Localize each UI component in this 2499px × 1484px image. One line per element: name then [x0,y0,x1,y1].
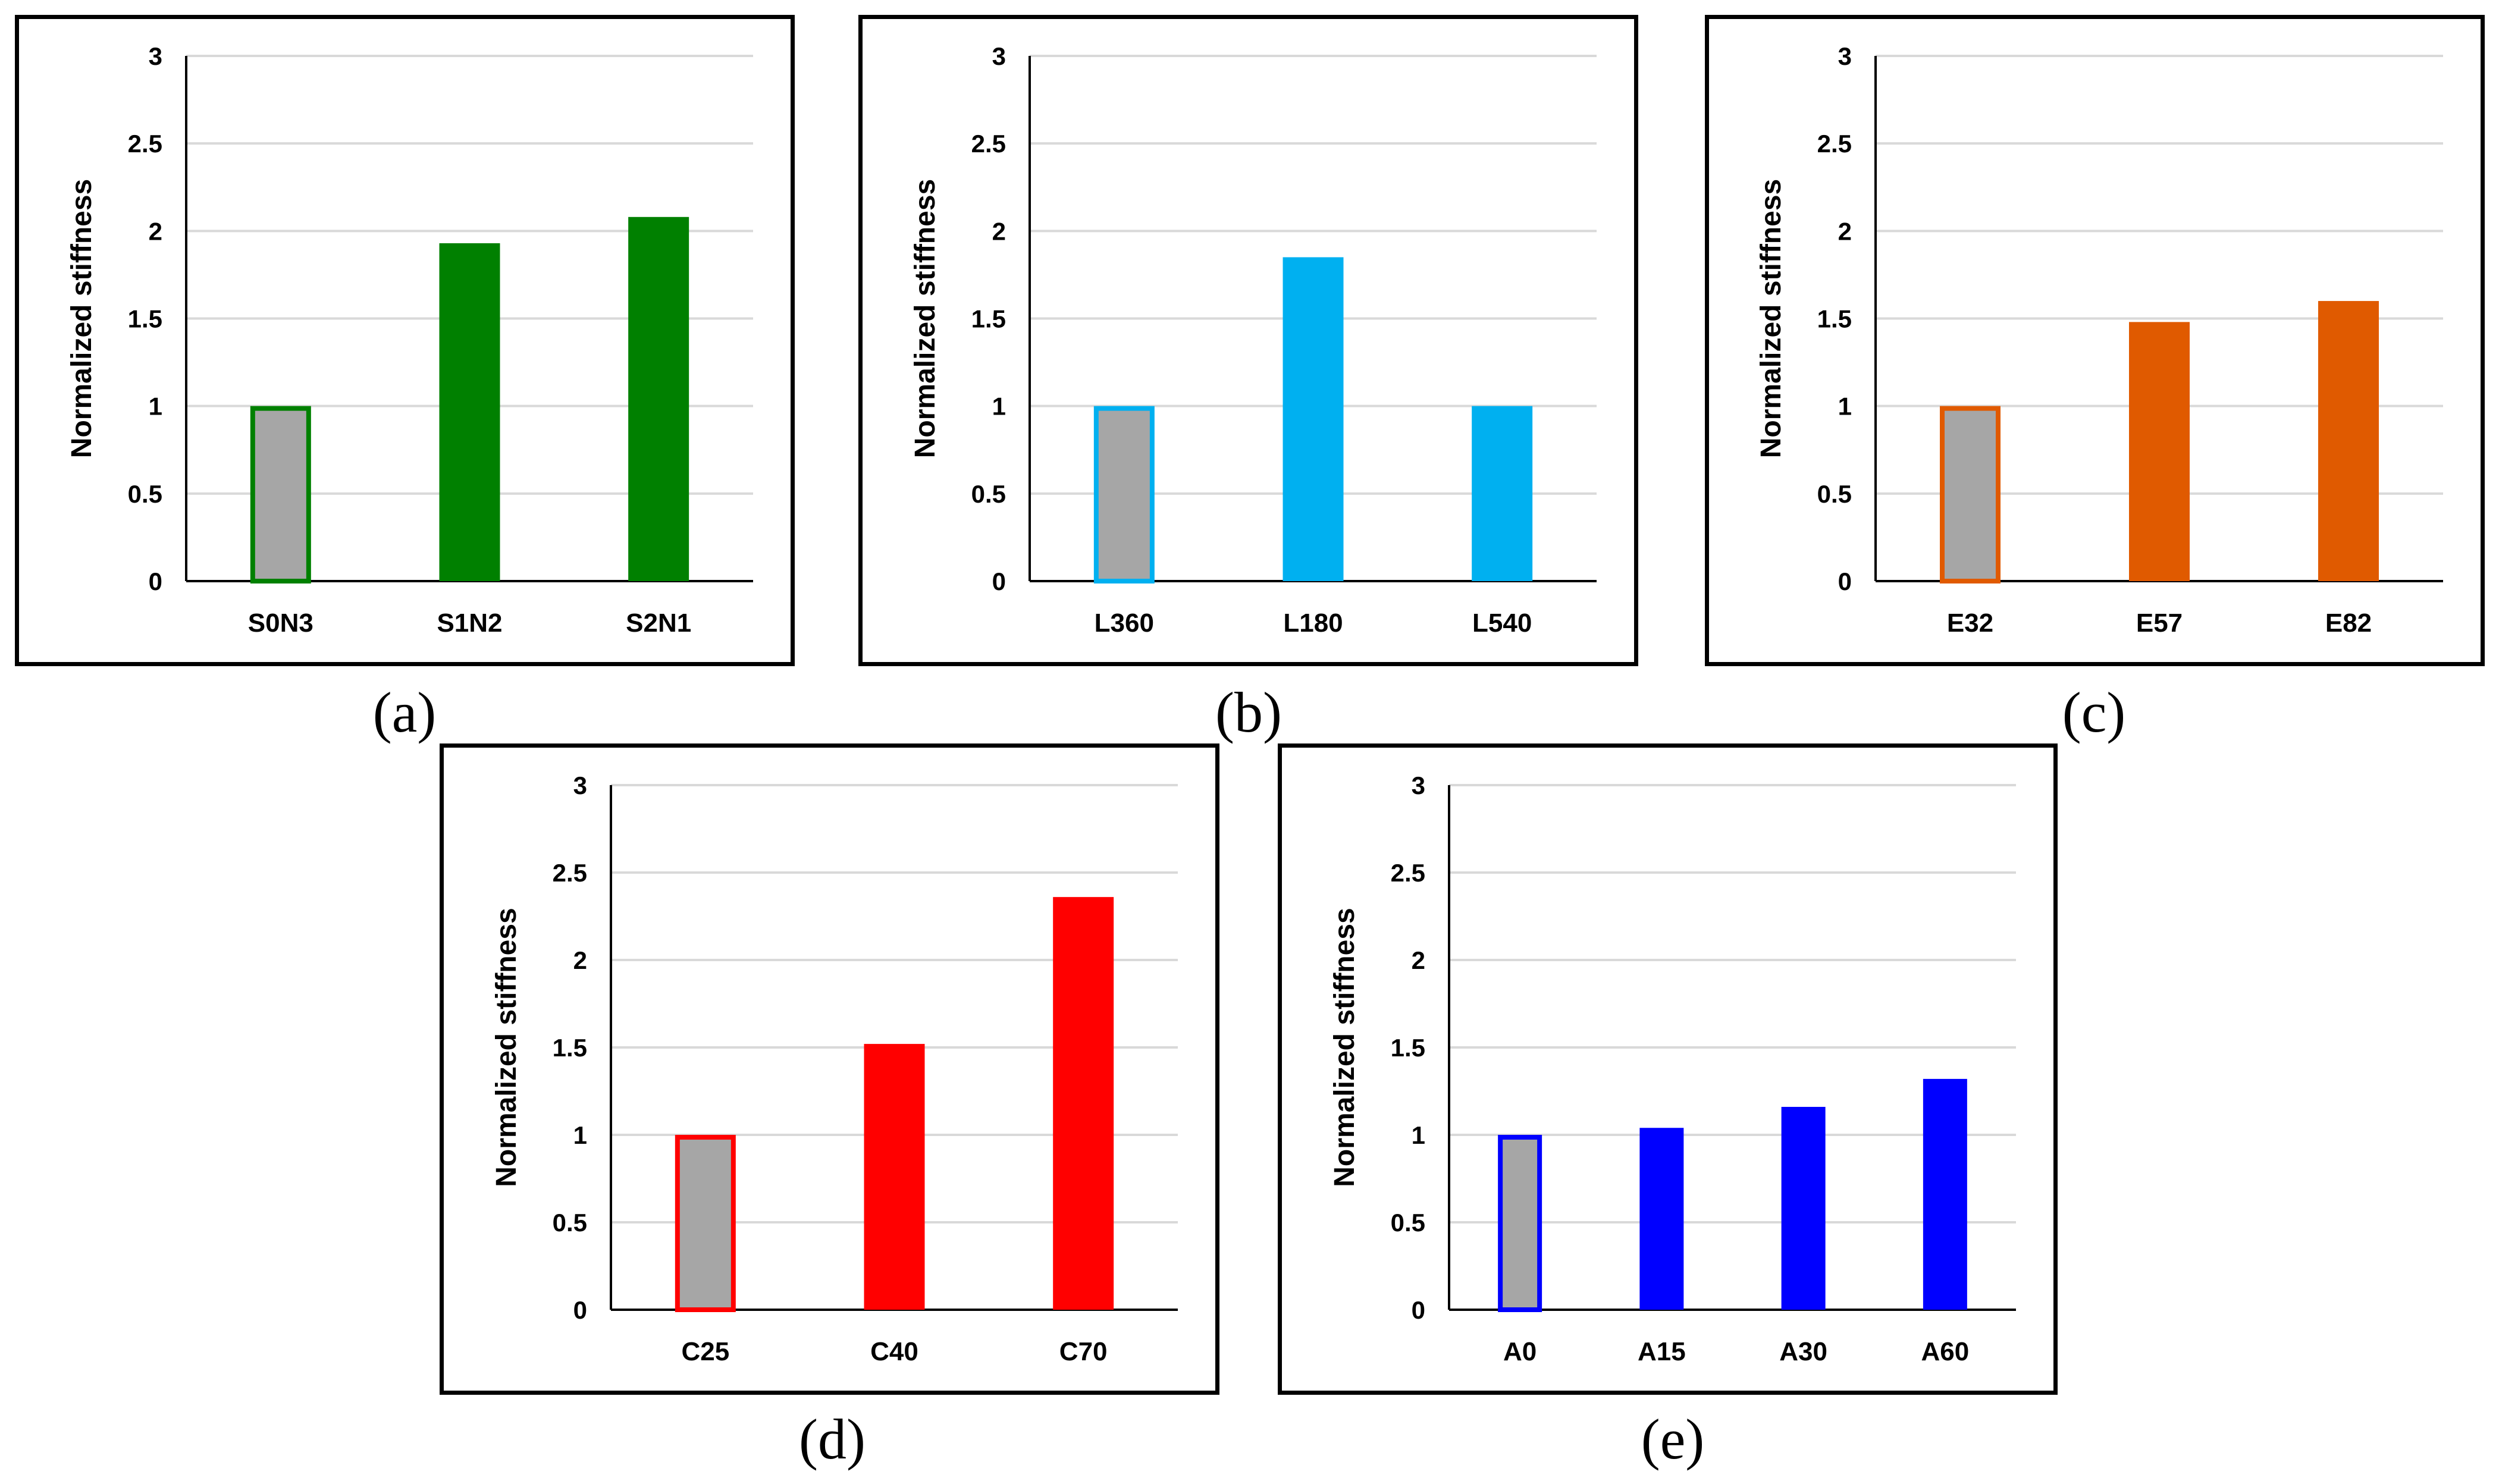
bar-a-1 [439,243,500,582]
bar-c-0 [1940,406,2001,584]
y-tick-label-b-3: 1.5 [971,305,1006,333]
bar-e-1 [1639,1128,1684,1310]
x-category-label-c-2: E82 [2325,608,2372,638]
bar-c-1 [2129,322,2190,581]
y-tick-label-c-6: 3 [1838,42,1852,70]
y-tick-label-d-5: 2.5 [553,859,587,887]
y-tick-label-d-6: 3 [573,771,587,799]
y-axis-title-d: Normalized stiffness [491,908,522,1187]
y-axis-title-a: Normalized stiffness [66,179,98,458]
y-tick-label-e-0: 0 [1412,1296,1425,1324]
bar-a-2 [628,217,689,582]
bar-b-0 [1093,406,1155,584]
bar-c-2 [2318,301,2379,581]
x-category-label-b-0: L360 [1095,608,1154,638]
y-axis-title-b: Normalized stiffness [910,179,941,458]
y-tick-label-c-3: 1.5 [1817,305,1852,333]
panel-caption-d: (d) [799,1407,866,1471]
y-tick-label-b-5: 2.5 [971,130,1006,158]
y-tick-label-b-2: 1 [992,393,1006,421]
bar-d-0 [675,1135,736,1312]
bar-e-0 [1498,1135,1542,1312]
panel-caption-a: (a) [372,680,437,744]
y-tick-label-c-1: 0.5 [1817,480,1852,508]
y-tick-label-e-4: 2 [1412,946,1425,974]
y-tick-label-a-0: 0 [149,567,162,595]
panel-caption-c: (c) [2062,680,2126,744]
x-category-label-d-1: C40 [870,1337,918,1366]
bar-b-1 [1283,257,1344,581]
y-tick-label-b-1: 0.5 [971,480,1006,508]
x-category-label-a-2: S2N1 [626,608,691,638]
bar-a-0 [250,406,311,584]
x-category-label-d-0: C25 [681,1337,729,1366]
x-category-label-b-1: L180 [1283,608,1343,638]
bar-e-2 [1781,1106,1826,1310]
y-axis-title-c: Normalized stiffness [1755,179,1787,458]
x-category-label-a-1: S1N2 [437,608,502,638]
y-tick-label-b-4: 2 [992,217,1006,245]
y-tick-label-d-0: 0 [573,1296,587,1324]
y-tick-label-e-6: 3 [1412,771,1425,799]
y-tick-label-c-0: 0 [1838,567,1852,595]
y-tick-label-e-1: 0.5 [1391,1209,1425,1237]
bar-d-2 [1053,897,1114,1310]
y-tick-label-b-0: 0 [992,567,1006,595]
y-tick-label-a-2: 1 [149,393,162,421]
y-tick-label-d-1: 0.5 [553,1209,587,1237]
y-axis-title-e: Normalized stiffness [1329,908,1360,1187]
y-tick-label-a-4: 2 [149,217,162,245]
y-tick-label-a-6: 3 [149,42,162,70]
bar-e-3 [1923,1078,1967,1310]
y-tick-label-a-5: 2.5 [128,130,162,158]
panel-caption-e: (e) [1641,1407,1705,1471]
y-tick-label-c-2: 1 [1838,393,1852,421]
y-tick-label-c-5: 2.5 [1817,130,1852,158]
y-tick-label-e-5: 2.5 [1391,859,1425,887]
y-tick-label-d-4: 2 [573,946,587,974]
y-tick-label-e-3: 1.5 [1391,1034,1425,1062]
x-category-label-e-3: A60 [1921,1337,1970,1366]
y-tick-label-c-4: 2 [1838,217,1852,245]
x-category-label-e-0: A0 [1503,1337,1537,1366]
x-category-label-e-2: A30 [1779,1337,1827,1366]
x-category-label-b-2: L540 [1472,608,1532,638]
bar-d-1 [864,1044,925,1310]
x-category-label-e-1: A15 [1638,1337,1686,1366]
y-tick-label-a-3: 1.5 [128,305,162,333]
y-tick-label-d-3: 1.5 [553,1034,587,1062]
y-tick-label-d-2: 1 [573,1121,587,1149]
panel-caption-b: (b) [1215,680,1282,744]
x-category-label-c-1: E57 [2136,608,2183,638]
x-category-label-c-0: E32 [1947,608,1993,638]
y-tick-label-a-1: 0.5 [128,480,162,508]
x-category-label-a-0: S0N3 [248,608,313,638]
bar-b-2 [1472,406,1533,581]
x-category-label-d-2: C70 [1059,1337,1108,1366]
y-tick-label-b-6: 3 [992,42,1006,70]
y-tick-label-e-2: 1 [1412,1121,1425,1149]
